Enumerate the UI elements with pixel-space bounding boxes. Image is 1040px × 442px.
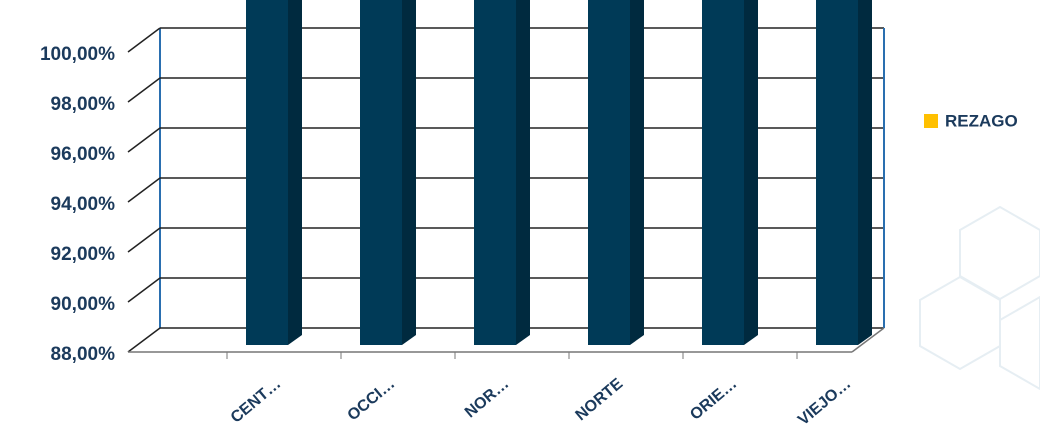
side-grid-line [127,177,161,203]
y-tick-label: 100,00% [40,44,115,65]
side-grid-line [127,327,161,353]
side-grid-line [127,227,161,253]
y-tick-label: 90,00% [51,294,116,315]
bar-side [402,0,416,345]
bar-face [360,0,402,345]
bar-segment [360,0,416,345]
x-tick-label: CENT… [228,375,285,426]
legend-swatch [924,114,938,128]
bar-side [858,0,872,345]
bar-face [474,0,516,345]
bar-side [288,0,302,345]
y-tick-label: 94,00% [51,194,116,215]
bar-face [246,0,288,345]
bar-side [630,0,644,345]
bar-segment [588,0,644,345]
side-grid-line [127,127,161,153]
x-tick-label: VIEJO… [795,375,854,429]
bar-face [588,0,630,345]
side-grid-line [127,277,161,303]
side-grid-line [127,77,161,103]
x-tick-label: OCCI… [344,375,398,424]
background-hexagons [919,205,1040,391]
bar-segment [246,0,302,345]
bar-segment [702,0,758,345]
y-tick-label: 92,00% [51,244,116,265]
side-grid-line [127,27,161,53]
y-tick-label: 88,00% [51,344,116,365]
legend-label: REZAGO [945,111,1018,130]
bar-segment [816,0,872,345]
bar-segment [474,0,530,345]
x-tick-label: ORIE… [687,375,740,423]
bar-face [816,0,858,345]
x-tick-label: NORTE [572,375,626,424]
y-tick-label: 98,00% [51,94,116,115]
x-tick-label: NOR… [462,375,512,421]
floor-right [851,327,885,353]
bar-face [702,0,744,345]
y-tick-label: 96,00% [51,144,116,165]
bar-side [516,0,530,345]
bar-side [744,0,758,345]
